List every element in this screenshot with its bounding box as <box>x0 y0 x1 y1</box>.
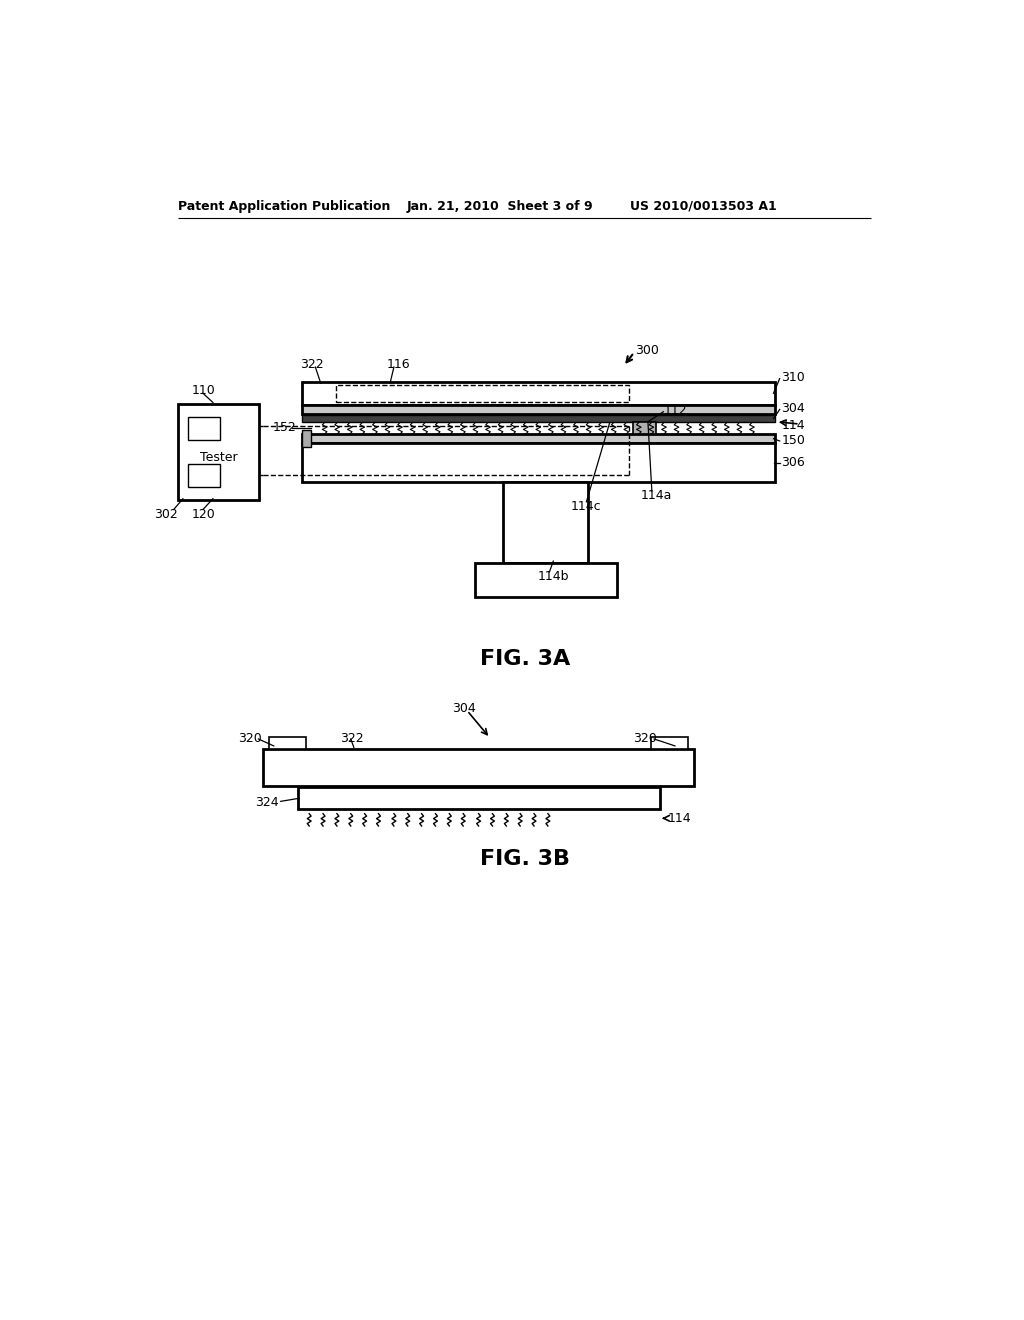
Text: 120: 120 <box>193 508 216 520</box>
Text: FIG. 3B: FIG. 3B <box>480 849 569 869</box>
Text: 116: 116 <box>386 358 410 371</box>
Bar <box>301 430 310 447</box>
Text: 306: 306 <box>781 455 805 469</box>
Text: 324: 324 <box>255 796 279 809</box>
Text: 114: 114 <box>668 812 691 825</box>
Text: Patent Application Publication: Patent Application Publication <box>178 199 391 213</box>
Text: Tester: Tester <box>200 451 238 465</box>
Text: 304: 304 <box>781 403 805 416</box>
Text: 150: 150 <box>781 434 805 447</box>
Text: US 2010/0013503 A1: US 2010/0013503 A1 <box>630 199 776 213</box>
Text: 304: 304 <box>452 702 475 715</box>
Bar <box>336 385 629 401</box>
Text: 320: 320 <box>239 731 262 744</box>
Bar <box>187 465 220 487</box>
Text: 320: 320 <box>633 731 656 744</box>
Bar <box>263 748 694 785</box>
Bar <box>633 422 655 436</box>
Text: 112: 112 <box>664 404 687 417</box>
Bar <box>269 737 306 748</box>
Bar <box>301 414 775 422</box>
Bar <box>503 482 588 562</box>
Text: 114: 114 <box>781 418 805 432</box>
Bar <box>301 444 775 482</box>
Text: 114a: 114a <box>640 490 672 502</box>
Text: 152: 152 <box>272 421 296 434</box>
Bar <box>178 404 259 500</box>
Bar <box>187 417 220 441</box>
Text: 110: 110 <box>193 384 216 397</box>
Bar <box>298 788 659 809</box>
Bar <box>301 405 775 414</box>
Text: Jan. 21, 2010  Sheet 3 of 9: Jan. 21, 2010 Sheet 3 of 9 <box>407 199 593 213</box>
Text: FIG. 3A: FIG. 3A <box>479 649 570 669</box>
Text: 114b: 114b <box>538 570 569 583</box>
Bar <box>301 434 775 444</box>
Bar <box>475 562 617 598</box>
Bar <box>301 381 775 405</box>
Text: 114c: 114c <box>571 500 602 513</box>
Text: 322: 322 <box>300 358 324 371</box>
Text: 302: 302 <box>154 508 177 520</box>
Text: 322: 322 <box>340 731 364 744</box>
Bar <box>651 737 688 748</box>
Text: 300: 300 <box>635 345 658 358</box>
Text: 310: 310 <box>781 371 805 384</box>
